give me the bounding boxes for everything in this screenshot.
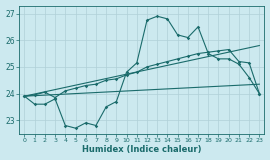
X-axis label: Humidex (Indice chaleur): Humidex (Indice chaleur) bbox=[82, 145, 202, 154]
